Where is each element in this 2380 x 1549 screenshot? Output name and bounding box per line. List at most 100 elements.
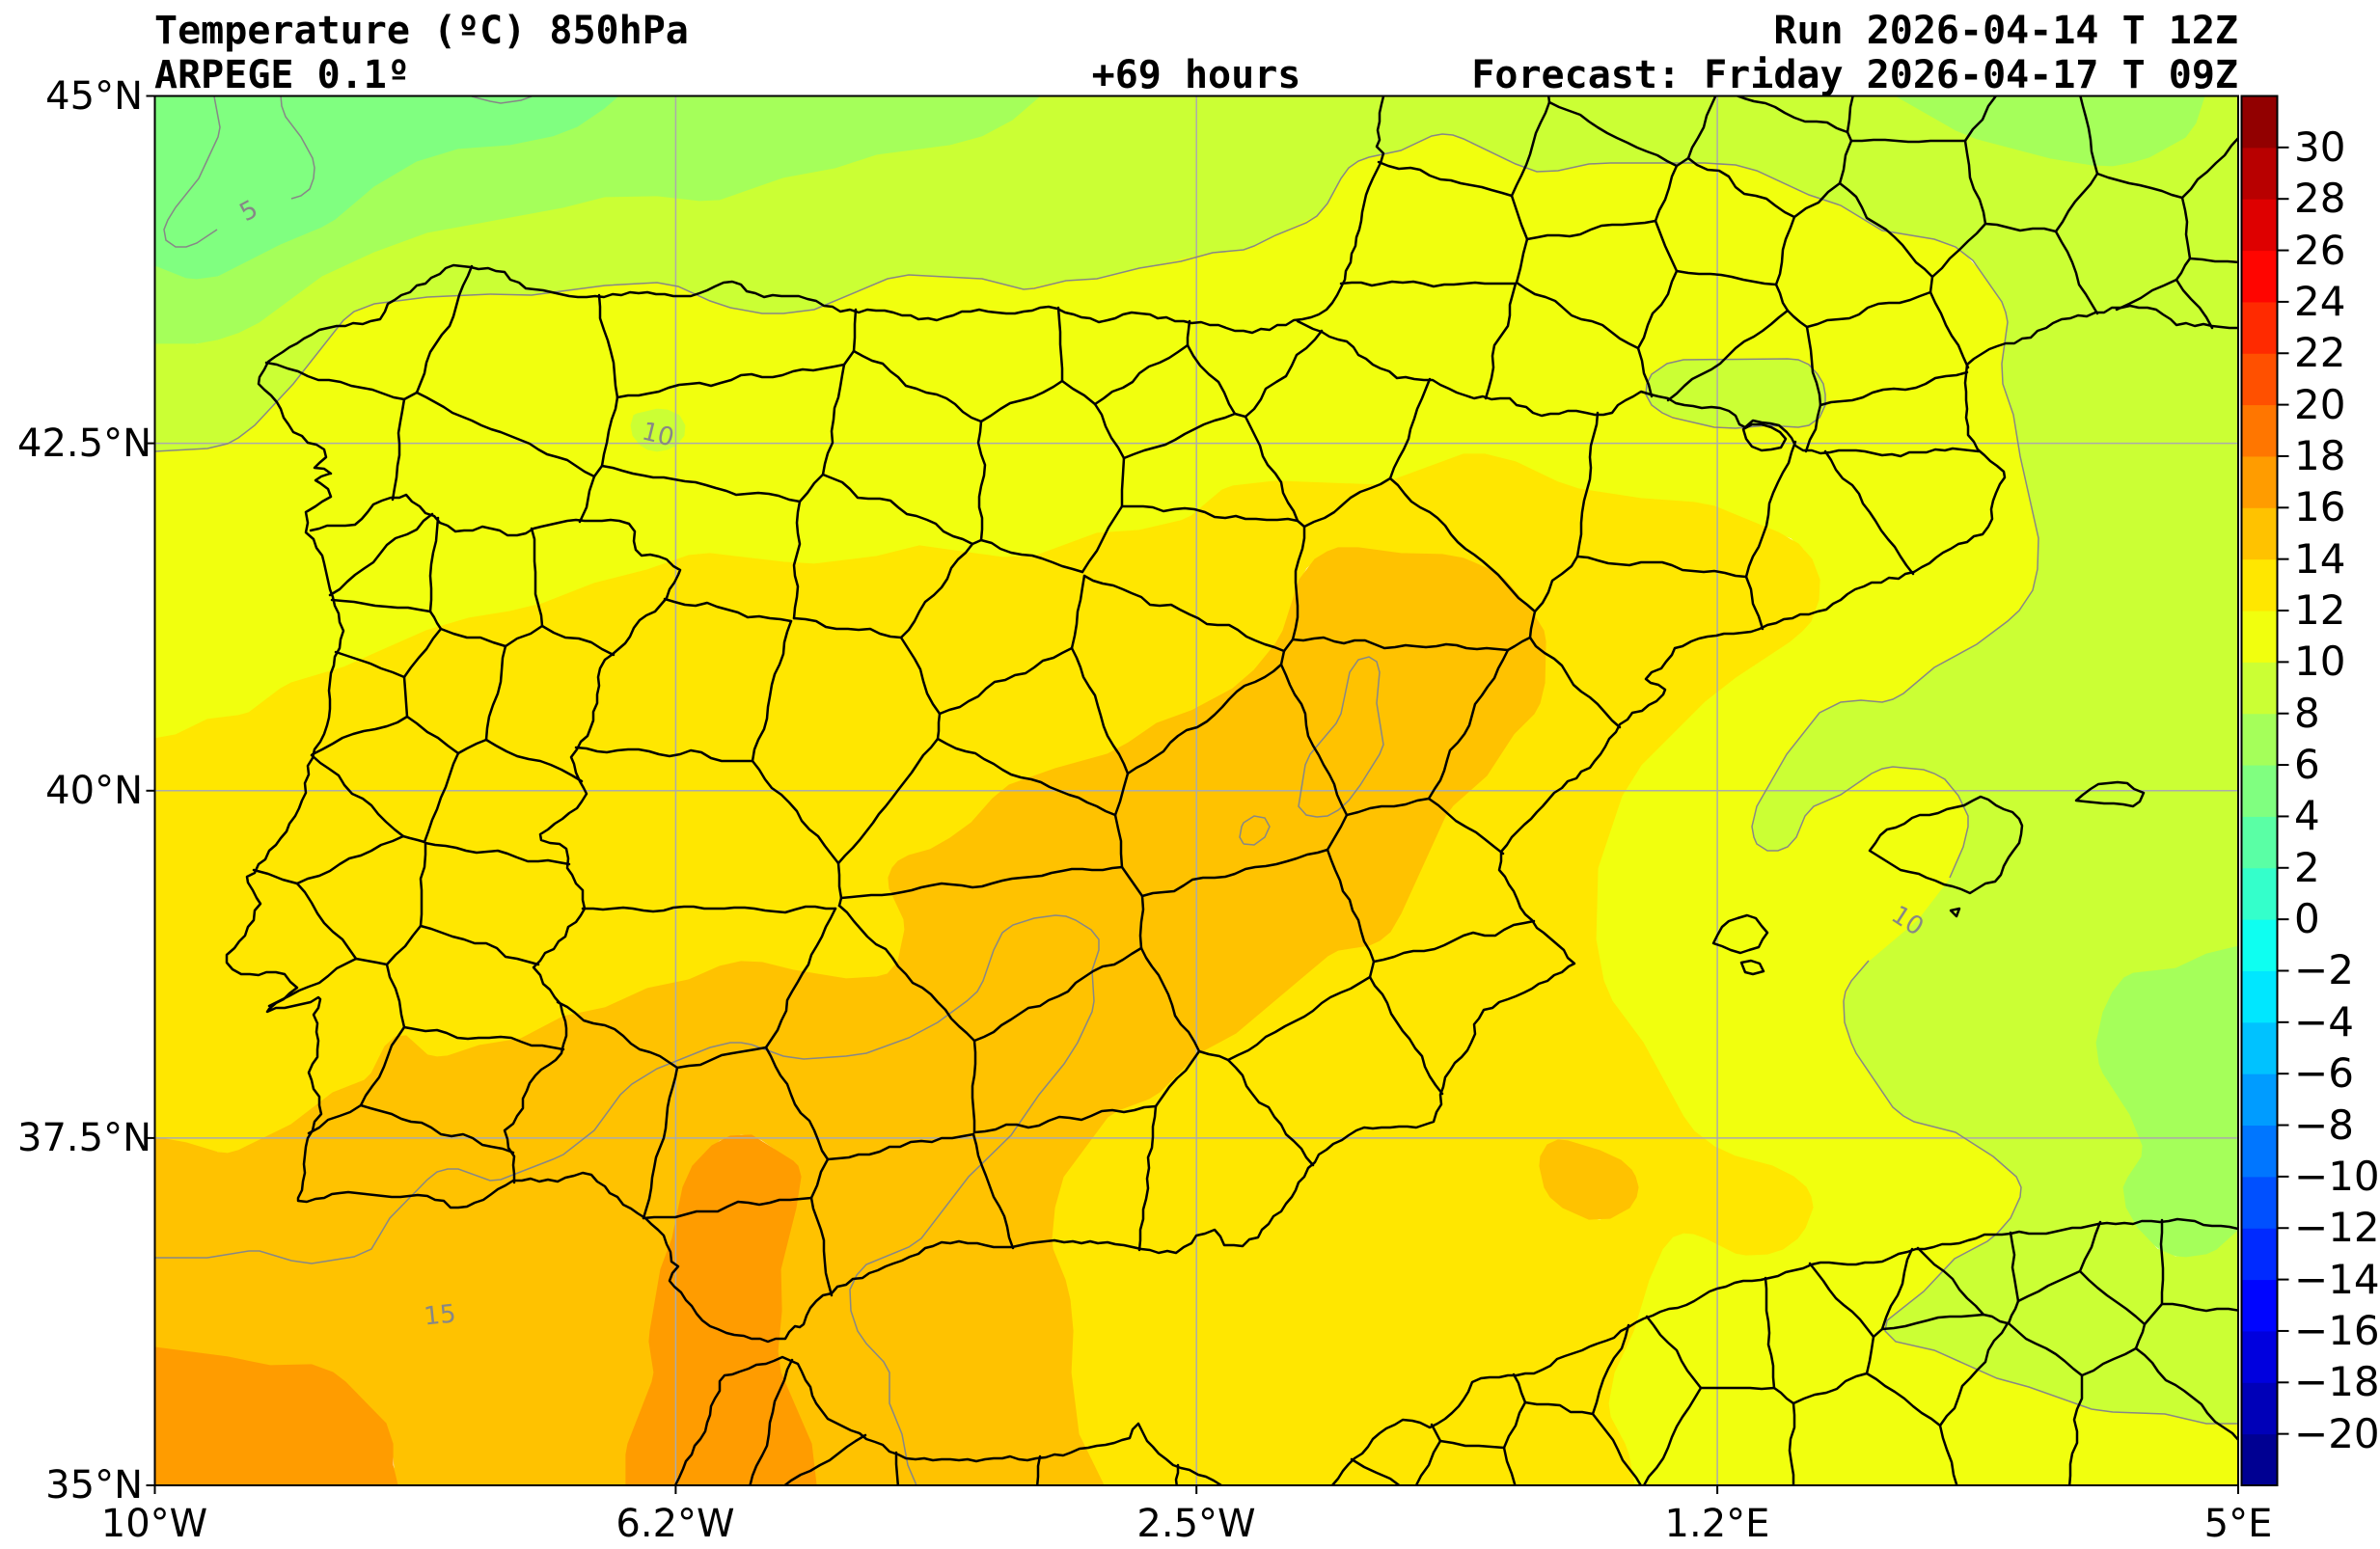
colorbar-tick-label: 16 — [2294, 483, 2346, 530]
admin-boundary — [1326, 813, 1349, 852]
admin-boundary — [894, 1451, 900, 1485]
admin-boundary — [1502, 1400, 1527, 1450]
admin-boundary — [1533, 555, 1579, 613]
admin-boundary — [1326, 848, 1376, 964]
admin-boundary — [385, 924, 423, 966]
admin-boundary — [2078, 1220, 2102, 1273]
admin-boundary — [581, 905, 837, 914]
colorbar-tick-label: −6 — [2294, 1049, 2354, 1097]
admin-boundary — [1502, 1446, 1517, 1485]
admin-boundary — [2160, 1302, 2238, 1313]
colorbar-tick-label: 10 — [2294, 638, 2346, 685]
admin-boundary — [1916, 1246, 1985, 1317]
admin-boundary — [1244, 329, 1324, 419]
admin-boundary — [1666, 309, 1790, 402]
admin-boundary — [1929, 275, 1934, 294]
colorbar-block — [2241, 250, 2278, 303]
admin-boundary — [1515, 281, 1640, 350]
coastline-island-mallorca — [1868, 795, 2024, 895]
axis-ticks — [146, 95, 2239, 1494]
admin-boundary — [837, 896, 843, 908]
admin-boundary — [359, 1025, 406, 1107]
admin-boundary — [821, 473, 974, 546]
admin-boundary — [578, 475, 596, 524]
admin-boundary — [1438, 1439, 1506, 1450]
colorbar-block — [2241, 199, 2278, 252]
admin-boundary — [971, 1132, 1015, 1250]
colorbar-tick-label: −18 — [2294, 1358, 2380, 1405]
admin-boundary — [1120, 865, 1144, 898]
x-axis-tick-label: 1.2°E — [1664, 1502, 1770, 1546]
admin-boundary — [1546, 95, 1551, 104]
admin-boundary — [1591, 1323, 1630, 1416]
y-axis-tick-label: 37.5°N — [17, 1116, 151, 1160]
admin-boundary — [1929, 290, 1970, 369]
admin-boundary — [1226, 1058, 1315, 1167]
admin-boundary — [1528, 636, 1622, 729]
colorbar-block — [2241, 1382, 2278, 1435]
admin-boundary — [401, 834, 426, 844]
admin-boundary — [1279, 663, 1349, 817]
admin-boundary — [295, 882, 358, 961]
admin-boundary — [1296, 519, 1306, 529]
admin-boundary — [1120, 456, 1126, 508]
admin-boundary — [530, 527, 544, 628]
admin-boundary — [1120, 504, 1299, 523]
admin-boundary — [936, 737, 1117, 817]
admin-boundary — [1113, 813, 1124, 869]
colorbar-block — [2241, 455, 2278, 508]
temperature-contour-line — [471, 95, 533, 104]
colorbar-block — [2241, 95, 2278, 149]
admin-boundaries-portugal — [252, 512, 616, 1155]
coastline-africa-east — [1330, 1217, 2238, 1485]
colorbar-block — [2241, 1073, 2278, 1127]
border-andorra — [1741, 422, 1788, 452]
admin-boundary — [484, 738, 584, 783]
admin-boundary — [1279, 649, 1286, 666]
admin-boundary — [597, 293, 619, 399]
admin-boundary — [1377, 160, 1514, 198]
admin-boundary — [1575, 411, 1600, 558]
admin-boundary — [979, 538, 1084, 574]
admin-boundary — [1792, 1372, 1869, 1405]
colorbar-block — [2241, 1125, 2278, 1178]
admin-boundary — [1654, 219, 1679, 273]
run-label: Run 2026-04-14 T 12Z — [1773, 9, 2238, 53]
admin-boundary — [751, 759, 840, 865]
admin-boundary — [1880, 1313, 1985, 1331]
admin-boundary — [330, 598, 432, 613]
colorbar-tick-label: 22 — [2294, 329, 2346, 376]
colorbar-block — [2241, 1176, 2278, 1229]
admin-boundary — [972, 946, 1143, 1043]
admin-boundary — [2143, 1302, 2164, 1326]
colorbar-block — [2241, 970, 2278, 1023]
x-axis-tick-label: 10°W — [100, 1502, 208, 1546]
y-axis-tick-label: 42.5°N — [17, 421, 151, 466]
colorbar-block — [2241, 713, 2278, 766]
coastline-island-cabrera — [1949, 907, 1961, 918]
admin-boundary — [328, 512, 434, 597]
colorbar-tick-label: 24 — [2294, 278, 2346, 325]
admin-boundary — [1060, 379, 1097, 406]
admin-boundary — [423, 751, 460, 844]
contour-label: 15 — [422, 1299, 458, 1332]
colorbar-block — [2241, 1228, 2278, 1281]
admin-boundary — [1774, 283, 1790, 313]
admin-boundary — [1372, 919, 1536, 964]
colorbar-tick-label: −20 — [2294, 1410, 2380, 1457]
admin-boundary — [1350, 1457, 1402, 1485]
admin-boundary — [1846, 130, 1853, 143]
admin-boundary — [1938, 1424, 1958, 1485]
admin-boundary — [751, 619, 793, 763]
admin-boundary — [1035, 1454, 1042, 1485]
admin-boundary — [842, 349, 856, 367]
admin-boundary — [1093, 343, 1190, 406]
colorbar-ticks — [2277, 146, 2289, 1435]
admin-boundary — [852, 349, 983, 423]
admin-boundary — [1772, 1386, 1795, 1405]
admin-boundary — [2095, 172, 2184, 200]
colorbar-block — [2241, 867, 2278, 920]
admin-boundary — [663, 597, 793, 623]
admin-boundary — [836, 737, 940, 865]
